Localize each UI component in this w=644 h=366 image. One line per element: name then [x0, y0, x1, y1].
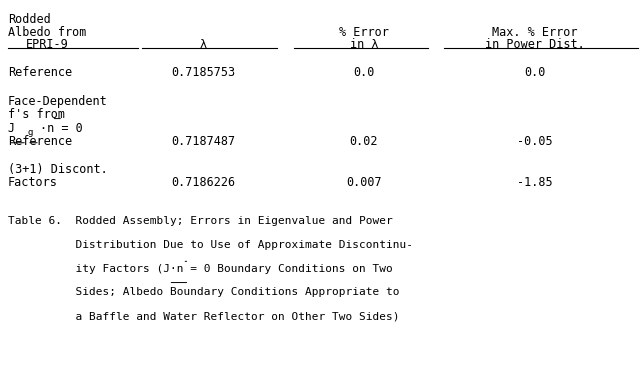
Text: (3+1) Discont.: (3+1) Discont.	[8, 163, 108, 176]
Text: 0.7186226: 0.7186226	[171, 176, 235, 190]
Text: J: J	[8, 122, 15, 135]
Text: 0.0: 0.0	[524, 66, 545, 79]
Text: Factors: Factors	[8, 176, 57, 190]
Text: in λ: in λ	[350, 38, 378, 52]
Text: Distribution Due to Use of Approximate Discontinu-: Distribution Due to Use of Approximate D…	[8, 240, 413, 250]
Text: EPRI-9: EPRI-9	[26, 38, 68, 52]
Text: Table 6.  Rodded Assembly; Errors in Eigenvalue and Power: Table 6. Rodded Assembly; Errors in Eige…	[8, 216, 392, 226]
Text: g: g	[27, 128, 32, 137]
Text: ·n = 0: ·n = 0	[40, 122, 82, 135]
Text: 0.0: 0.0	[353, 66, 375, 79]
Text: λ: λ	[199, 38, 207, 52]
Text: Rodded: Rodded	[8, 13, 50, 26]
Text: f's from: f's from	[8, 108, 65, 121]
Text: 0.02: 0.02	[350, 135, 378, 149]
Text: 0.7185753: 0.7185753	[171, 66, 235, 79]
Text: in Power Dist.: in Power Dist.	[485, 38, 584, 52]
Text: 0.007: 0.007	[346, 176, 382, 190]
Text: Reference: Reference	[8, 135, 72, 149]
Text: 0.7187487: 0.7187487	[171, 135, 235, 149]
Text: Max. % Error: Max. % Error	[492, 26, 577, 39]
Text: Face-Dependent: Face-Dependent	[8, 95, 108, 108]
Text: Albedo from: Albedo from	[8, 26, 86, 39]
Text: Sides; Albedo Boundary Conditions Appropriate to: Sides; Albedo Boundary Conditions Approp…	[8, 287, 399, 297]
Text: Reference: Reference	[8, 66, 72, 79]
Text: % Error: % Error	[339, 26, 389, 39]
Text: -0.05: -0.05	[516, 135, 553, 149]
Text: ity Factors (J·n = 0 Boundary Conditions on Two: ity Factors (J·n = 0 Boundary Conditions…	[8, 264, 392, 273]
Text: -1.85: -1.85	[516, 176, 553, 190]
Text: a Baffle and Water Reflector on Other Two Sides): a Baffle and Water Reflector on Other Tw…	[8, 311, 399, 321]
